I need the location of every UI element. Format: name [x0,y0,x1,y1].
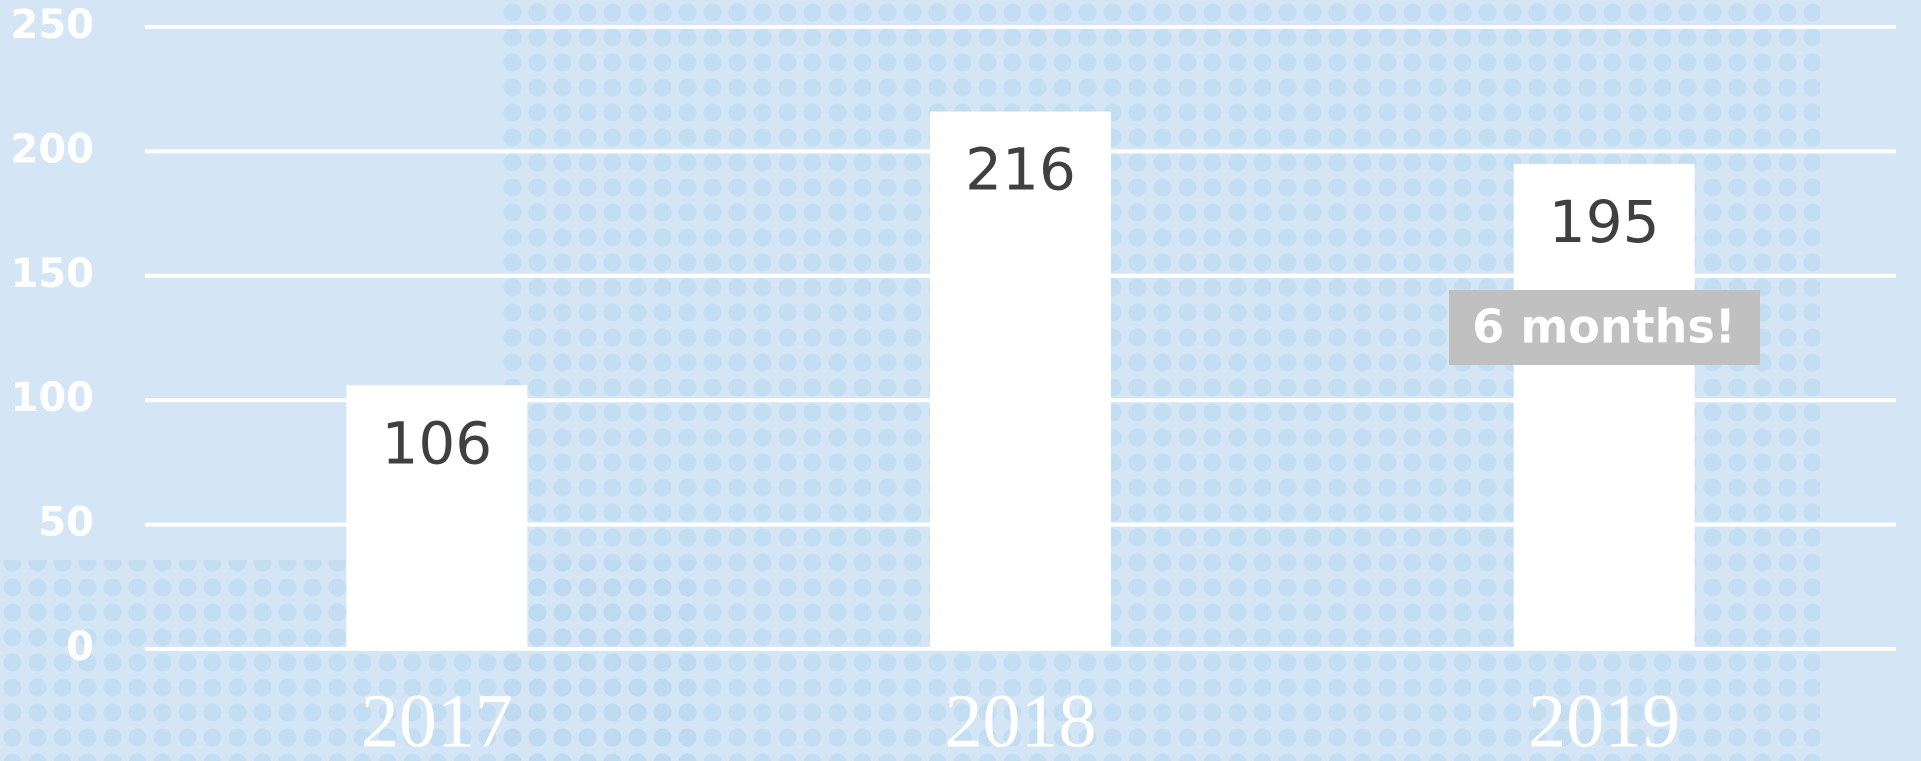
value-label: 216 [965,136,1076,204]
x-tick-label: 2017 [361,679,513,761]
x-tick-label: 2018 [945,679,1097,761]
bar [1513,163,1695,649]
y-tick-label: 250 [11,2,95,48]
x-tick-label: 2019 [1528,679,1680,761]
y-tick-label: 150 [11,251,95,297]
bar [930,111,1111,650]
bar [346,385,528,649]
y-tick-label: 0 [66,624,94,670]
value-label: 106 [381,409,492,477]
value-label: 195 [1549,188,1660,256]
annotation-box [1449,290,1760,365]
y-tick-label: 100 [11,375,95,421]
y-tick-label: 50 [38,500,94,546]
annotation: 6 months! [1472,300,1735,354]
y-tick-label: 200 [11,126,95,172]
